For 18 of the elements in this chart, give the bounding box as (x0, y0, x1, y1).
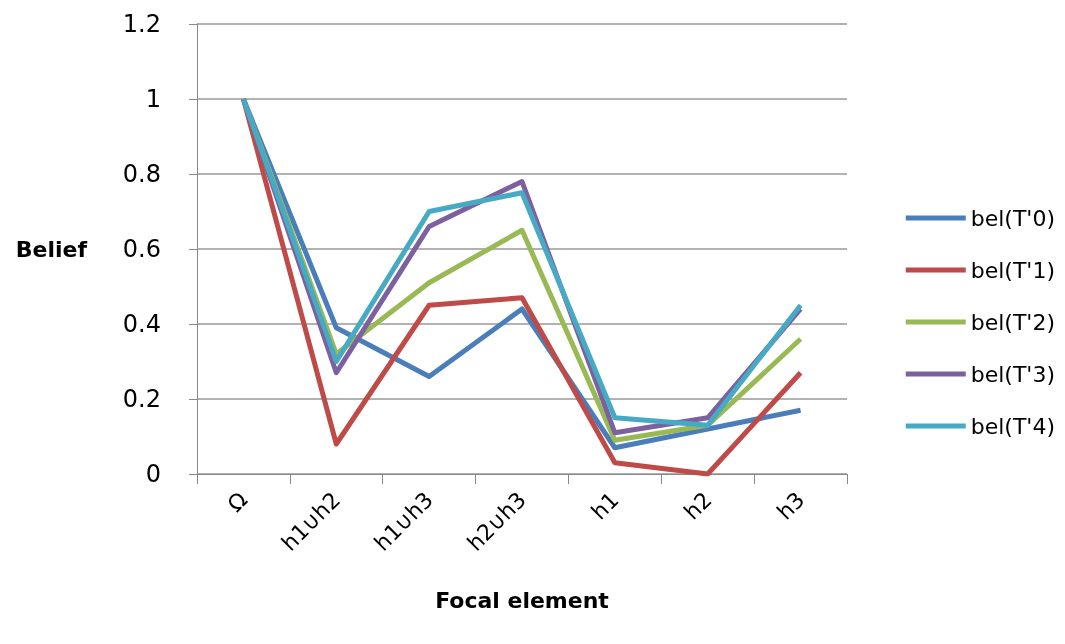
legend-label: bel(T'2) (970, 309, 1055, 335)
x-tick-label: Ω (222, 487, 253, 517)
y-axis-title: Belief (15, 236, 88, 262)
x-tick-label: h2 (679, 487, 717, 525)
x-tick-label: h1 (586, 487, 624, 525)
y-tick-label: 0.8 (122, 160, 161, 188)
y-tick-label: 0.2 (122, 385, 161, 413)
x-tick-label: h3 (771, 487, 810, 525)
legend-label: bel(T'1) (970, 257, 1055, 283)
x-axis-title: Focal element (435, 587, 610, 613)
legend-label: bel(T'0) (970, 205, 1055, 231)
legend-label: bel(T'4) (970, 413, 1055, 439)
legend-label: bel(T'3) (970, 361, 1055, 387)
y-tick-label: 0.6 (122, 235, 161, 263)
y-tick-label: 0.4 (122, 310, 161, 338)
y-tick-label: 1 (145, 85, 161, 113)
y-tick-label: 0 (145, 460, 161, 488)
y-tick-label: 1.2 (122, 10, 161, 38)
